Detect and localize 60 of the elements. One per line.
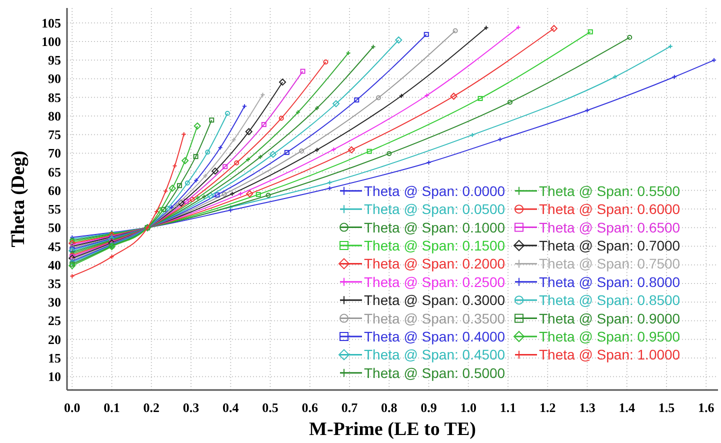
y-tick-label: 35: [48, 276, 62, 292]
legend-label: Theta @ Span: 0.3500: [364, 310, 506, 326]
legend-label: Theta @ Span: 0.4500: [364, 346, 506, 363]
y-tick-label: 40: [48, 257, 61, 272]
x-tick-label: 0.9: [420, 400, 438, 415]
x-tick-label: 1.0: [460, 400, 476, 415]
legend-label: Theta @ Span: 0.5500: [539, 182, 680, 199]
y-tick-label: 75: [48, 127, 62, 142]
legend-label: Theta @ Span: 0.8000: [539, 274, 680, 290]
y-tick-label: 30: [48, 294, 61, 310]
x-tick-label: 1.2: [540, 400, 556, 415]
legend-label: Theta @ Span: 0.5000: [364, 364, 506, 381]
legend-label: Theta @ Span: 0.0000: [364, 182, 506, 199]
y-tick-label: 45: [48, 238, 62, 254]
legend-label: Theta @ Span: 0.9000: [539, 310, 680, 326]
x-tick-label: 1.6: [698, 400, 715, 415]
legend-label: Theta @ Span: 0.2000: [364, 256, 506, 272]
x-tick-label: 0.2: [143, 400, 160, 415]
y-tick-label: 25: [48, 313, 62, 328]
y-tick-label: 105: [42, 15, 62, 30]
x-tick-label: 1.5: [658, 400, 676, 415]
legend-label: Theta @ Span: 0.8500: [539, 292, 680, 308]
legend-label: Theta @ Span: 0.1500: [364, 238, 506, 254]
x-tick-label: 1.3: [579, 400, 596, 415]
y-axis-title: Theta (Deg): [8, 150, 29, 248]
x-tick-label: 0.8: [381, 400, 398, 415]
x-tick-label: 0.5: [262, 400, 279, 415]
y-tick-label: 10: [48, 369, 61, 384]
y-tick-label: 60: [48, 182, 61, 198]
legend-label: Theta @ Span: 1.0000: [539, 346, 680, 363]
x-tick-label: 0.1: [104, 400, 120, 415]
x-tick-label: 1.4: [618, 400, 636, 415]
legend-label: Theta @ Span: 0.6000: [539, 201, 680, 218]
x-tick-label: 0.7: [341, 400, 358, 415]
y-tick-label: 100: [42, 34, 61, 50]
legend-label: Theta @ Span: 0.7500: [539, 256, 680, 272]
legend-label: Theta @ Span: 0.0500: [364, 201, 506, 218]
y-tick-label: 95: [48, 52, 62, 68]
legend-label: Theta @ Span: 0.9500: [539, 328, 680, 344]
y-tick-label: 70: [48, 146, 61, 161]
x-tick-label: 1.1: [500, 400, 516, 415]
y-tick-label: 80: [48, 108, 61, 124]
y-tick-label: 55: [48, 202, 62, 217]
y-tick-label: 85: [48, 90, 62, 105]
y-tick-label: 90: [48, 71, 61, 86]
x-tick-label: 0.3: [182, 400, 200, 415]
legend-label: Theta @ Span: 0.1000: [364, 219, 506, 236]
x-tick-label: 0.6: [302, 400, 319, 415]
x-tick-label: 0.4: [222, 400, 240, 415]
y-tick-label: 15: [48, 350, 62, 366]
legend-label: Theta @ Span: 0.6500: [539, 219, 680, 236]
y-tick-label: 65: [48, 164, 62, 180]
legend-label: Theta @ Span: 0.4000: [364, 328, 506, 344]
x-axis-title: M-Prime (LE to TE): [309, 419, 476, 440]
legend-label: Theta @ Span: 0.2500: [364, 274, 506, 290]
y-tick-label: 50: [48, 220, 61, 236]
y-tick-label: 20: [48, 332, 61, 347]
legend-label: Theta @ Span: 0.7000: [539, 238, 680, 254]
x-tick-label: 0.0: [64, 400, 80, 415]
legend-label: Theta @ Span: 0.3000: [364, 292, 506, 308]
